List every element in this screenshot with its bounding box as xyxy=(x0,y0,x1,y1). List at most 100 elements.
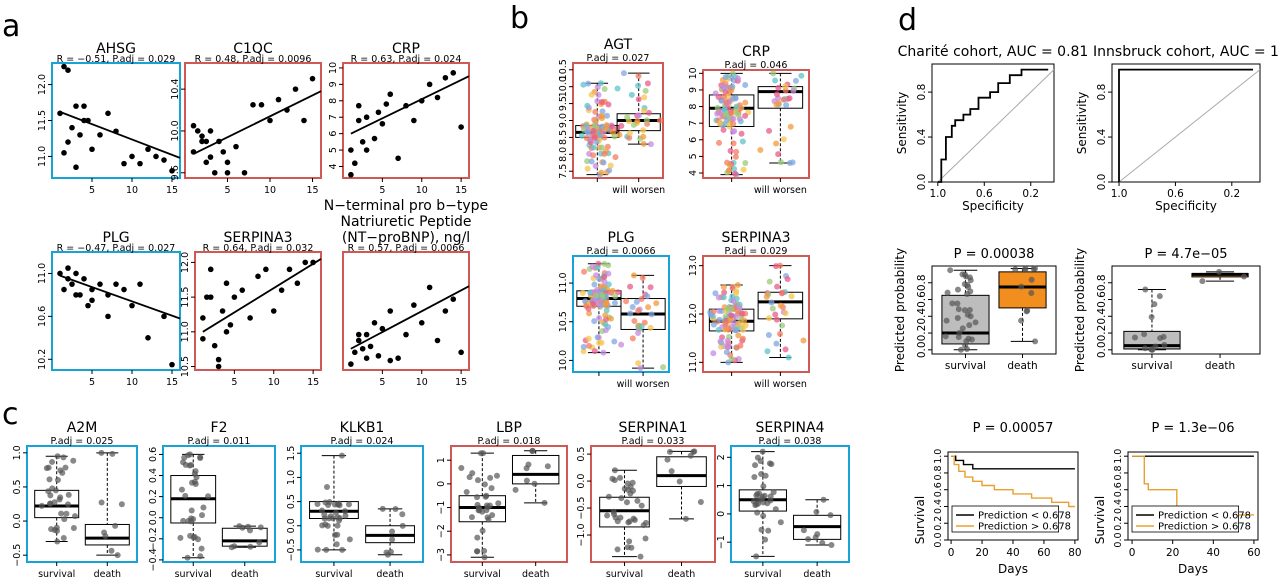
jitter-point xyxy=(54,538,61,545)
jitter-point xyxy=(326,498,333,505)
panel-frame xyxy=(342,251,470,371)
jitter-point xyxy=(616,131,623,138)
jitter-point xyxy=(788,293,795,300)
jitter-point xyxy=(488,485,495,492)
x-tick-label: 40 xyxy=(1207,547,1220,559)
jitter-point xyxy=(763,293,770,300)
box-baseline xyxy=(707,282,755,366)
roc-panel-charit-cohort-auc-0-81: Charité cohort, AUC = 0.81 Specificity Sen… xyxy=(895,44,1088,213)
jitter-point xyxy=(728,305,735,312)
jitter-point xyxy=(779,289,786,296)
jitter-point xyxy=(584,102,591,109)
x-tick-label: 15 xyxy=(307,377,319,388)
jitter-point xyxy=(525,461,532,468)
x-tick-label: 0.6 xyxy=(976,188,993,200)
chart-title: SERPINA1 xyxy=(619,420,688,436)
jitter-point xyxy=(580,81,587,88)
chart-title: CRP xyxy=(742,44,770,60)
data-point xyxy=(200,315,206,321)
jitter-point xyxy=(828,542,835,549)
y-tick-label: −0.5 xyxy=(286,538,297,561)
data-point xyxy=(239,287,246,293)
y-tick-label: 10.0 xyxy=(558,76,569,97)
panel-frame xyxy=(572,255,670,373)
y-tick-label: 0.6 xyxy=(916,291,928,308)
stat-label: R = −0.51, P.adj = 0.029 xyxy=(57,54,176,65)
x-tick-label: 10 xyxy=(264,185,276,196)
y-tick-label: −0.5 xyxy=(576,497,587,520)
jitter-point xyxy=(599,108,606,115)
y-tick-label: 0.0 xyxy=(1096,174,1108,191)
jitter-point xyxy=(1160,333,1167,340)
jitter-point xyxy=(635,330,642,337)
data-point xyxy=(137,160,143,167)
jitter-point xyxy=(780,136,787,143)
jitter-point xyxy=(775,100,782,107)
jitter-point xyxy=(531,480,538,487)
x-tick-label: 1.0 xyxy=(1111,188,1128,200)
x-tick-label: 10 xyxy=(126,185,138,196)
category-label: death xyxy=(376,569,403,580)
jitter-point xyxy=(598,169,605,176)
x-tick-label: 15 xyxy=(455,185,467,196)
y-tick-label: 1.5 xyxy=(286,446,297,461)
jitter-point xyxy=(177,534,184,541)
iqr-box xyxy=(511,454,560,485)
x-tick-label: 5 xyxy=(379,377,385,388)
jitter-point xyxy=(607,315,614,322)
y-tick-label: 0.2 xyxy=(1113,516,1124,531)
jitter-point xyxy=(585,80,592,87)
chart-title: N−terminal pro b−type Natriuretic Peptide… xyxy=(324,198,488,246)
data-point xyxy=(375,353,382,359)
jitter-point xyxy=(474,501,481,508)
data-point xyxy=(73,270,79,277)
jitter-point xyxy=(775,151,782,158)
y-tick-label: 0.0 xyxy=(12,514,23,529)
jitter-point xyxy=(716,139,723,146)
x-tick-label: 10 xyxy=(268,377,280,388)
jitter-point xyxy=(731,319,738,326)
jitter-point xyxy=(789,159,796,166)
jitter-point xyxy=(963,338,970,345)
y-axis-label: Sensitivity xyxy=(895,92,909,154)
category-label: survival xyxy=(464,569,501,580)
jitter-point xyxy=(949,300,956,307)
x-tick-label: 5 xyxy=(89,377,95,388)
stat-label: P.adj = 0.033 xyxy=(622,436,685,447)
jitter-point xyxy=(60,454,67,461)
jitter-point xyxy=(180,517,187,524)
data-point xyxy=(61,150,67,156)
jitter-point xyxy=(730,120,737,127)
jitter-point xyxy=(582,298,589,305)
jitter-point xyxy=(481,554,488,561)
jitter-point xyxy=(591,134,598,141)
jitter-point xyxy=(736,304,743,311)
jitter-point xyxy=(635,82,642,89)
data-point xyxy=(426,284,433,291)
jitter-point xyxy=(732,313,739,320)
jitter-point xyxy=(529,448,536,455)
jitter-point xyxy=(53,524,60,531)
box-panel-f2: F2P.adj = 0.011 −0.4−0.2 0.0 0.2 0.4 0.6 survi… xyxy=(148,420,276,580)
panel-frame xyxy=(730,445,850,563)
y-tick-label: 4 xyxy=(328,163,339,169)
jitter-point xyxy=(766,315,773,322)
data-point xyxy=(355,102,362,109)
jitter-point xyxy=(733,148,740,155)
jitter-point xyxy=(742,112,749,119)
stat-label: R = 0.48, P.adj = 0.0096 xyxy=(195,54,312,65)
x-tick-label: 15 xyxy=(455,377,467,388)
jitter-point xyxy=(245,523,252,530)
jitter-point xyxy=(1148,313,1155,320)
panel-letter-c: c xyxy=(2,397,19,432)
jitter-point xyxy=(387,548,394,555)
jitter-point xyxy=(730,140,737,147)
y-tick-label: 0.0 xyxy=(1096,341,1108,358)
data-point xyxy=(194,128,201,134)
jitter-point xyxy=(52,487,59,494)
jitter-point xyxy=(335,500,342,507)
